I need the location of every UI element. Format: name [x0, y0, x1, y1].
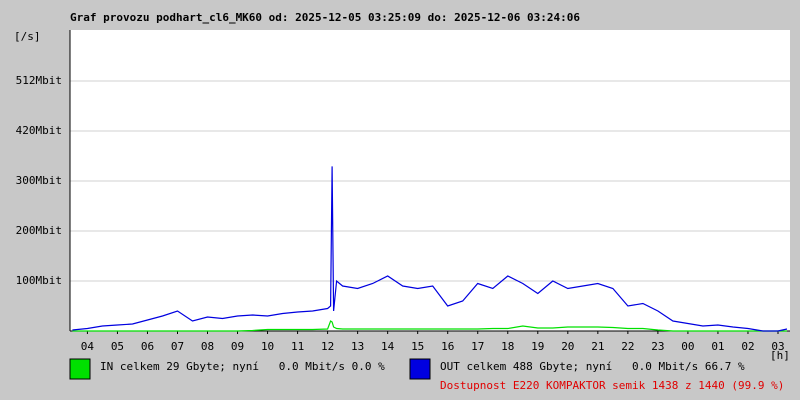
x-tick-label: 07 [171, 340, 184, 353]
legend-swatch [409, 358, 431, 380]
x-tick-label: 22 [621, 340, 634, 353]
x-tick-label: 14 [381, 340, 395, 353]
y-tick-label: 300Mbit [16, 174, 62, 187]
y-tick-label: 200Mbit [16, 224, 62, 237]
series-line [72, 166, 788, 332]
legend-swatch [69, 358, 91, 380]
x-tick-label: 00 [681, 340, 694, 353]
x-tick-label: 08 [201, 340, 214, 353]
legend-label: IN celkem 29 Gbyte; nyní 0.0 Mbit/s 0.0 … [100, 360, 385, 373]
x-tick-label: 04 [81, 340, 95, 353]
x-tick-label: 19 [531, 340, 544, 353]
y-tick-label: 512Mbit [16, 74, 62, 87]
y-tick-label: 100Mbit [16, 274, 62, 287]
x-tick-label: 10 [261, 340, 274, 353]
x-tick-label: 03 [771, 340, 784, 353]
x-tick-label: 13 [351, 340, 364, 353]
x-tick-label: 01 [711, 340, 724, 353]
availability: Dostupnost E220 KOMPAKTOR semik 1438 z 1… [440, 379, 784, 392]
x-tick-label: 05 [111, 340, 124, 353]
y-tick-label: 420Mbit [16, 124, 62, 137]
x-tick-label: 09 [231, 340, 244, 353]
x-tick-label: 06 [141, 340, 154, 353]
x-tick-label: 02 [741, 340, 754, 353]
x-tick-label: 23 [651, 340, 664, 353]
x-tick-label: 21 [591, 340, 604, 353]
y-unit: [/s] [14, 30, 41, 43]
x-unit: [h] [770, 349, 790, 362]
x-tick-label: 12 [321, 340, 334, 353]
x-tick-label: 20 [561, 340, 574, 353]
series-line [72, 320, 787, 332]
x-tick-label: 17 [471, 340, 484, 353]
chart-title: Graf provozu podhart_cl6_MK60 od: 2025-1… [70, 11, 580, 24]
x-tick-label: 18 [501, 340, 514, 353]
x-tick-label: 15 [411, 340, 424, 353]
legend-label: OUT celkem 488 Gbyte; nyní 0.0 Mbit/s 66… [440, 360, 745, 373]
x-tick-label: 11 [291, 340, 304, 353]
x-tick-label: 16 [441, 340, 454, 353]
